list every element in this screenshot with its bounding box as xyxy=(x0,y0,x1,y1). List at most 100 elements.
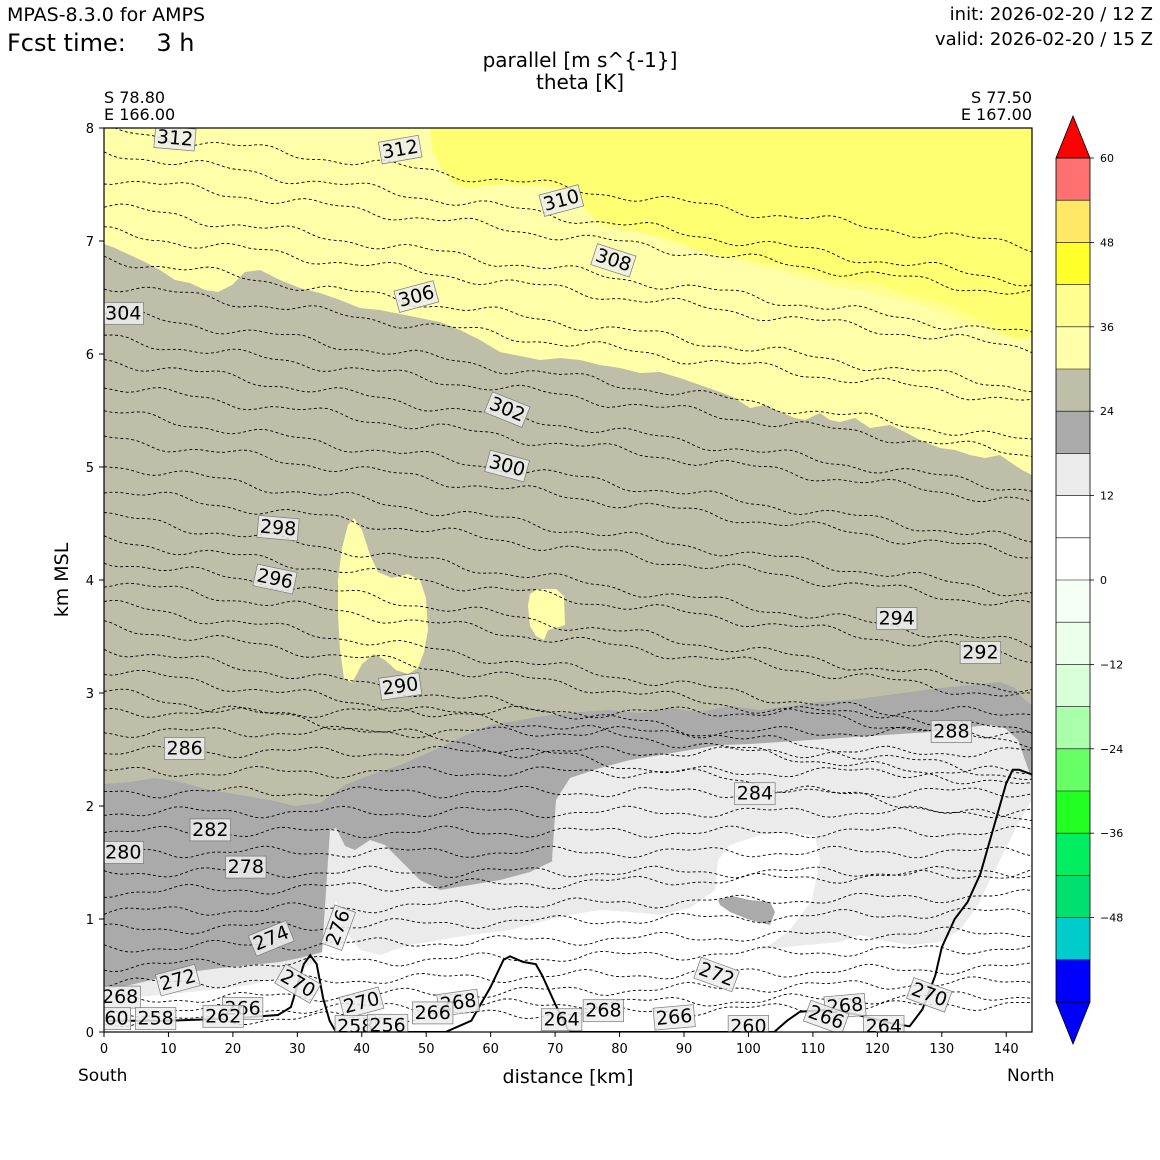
theta-label-box xyxy=(164,737,206,760)
theta-label-box xyxy=(320,904,356,951)
theta-label: 260 xyxy=(727,1015,770,1032)
theta-label: 264 xyxy=(540,1008,583,1032)
theta-contour-line xyxy=(104,309,1032,440)
plot-area: 312 3123103083063043023002982962942922902… xyxy=(104,126,1032,1038)
theta-label-box xyxy=(189,818,231,842)
theta-contour-line xyxy=(104,180,1032,295)
colorbar-tick-label: 12 xyxy=(1100,490,1114,503)
x-tick-label: 30 xyxy=(289,1042,306,1057)
theta-label: 260 xyxy=(104,1007,132,1030)
x-tick-label: 80 xyxy=(611,1042,628,1057)
theta-label-text: 304 xyxy=(105,303,141,325)
theta-label-box xyxy=(727,1015,770,1032)
theta-label-box xyxy=(155,963,201,997)
y-tick-label: 5 xyxy=(86,461,94,476)
theta-label-text: 292 xyxy=(962,642,998,664)
theta-label: 268 xyxy=(582,999,625,1023)
colorbar-bin xyxy=(1056,495,1090,539)
theta-label-text: 266 xyxy=(415,1002,451,1024)
theta-contour-line xyxy=(104,962,1032,989)
end-longitude: E 167.00 xyxy=(960,105,1032,124)
wind-fill-32-36 xyxy=(430,128,1032,340)
theta-label-box xyxy=(153,128,197,152)
theta-label-box xyxy=(377,134,423,165)
colorbar-bin xyxy=(1056,664,1090,707)
theta-contour-line xyxy=(104,889,1032,916)
theta-label: 268 xyxy=(104,985,141,1009)
theta-label: 266 xyxy=(802,999,850,1032)
theta-contour-line xyxy=(104,435,1032,559)
theta-label-text: 266 xyxy=(655,1005,693,1030)
theta-label-text: 298 xyxy=(259,516,297,541)
x-tick-label: 40 xyxy=(354,1042,371,1057)
theta-label-box xyxy=(734,782,776,806)
theta-label-box xyxy=(135,1007,177,1030)
end-latitude: S 77.50 xyxy=(970,88,1032,107)
colorbar-tick-label: 24 xyxy=(1100,405,1114,418)
colorbar-tick-label: 0 xyxy=(1100,574,1107,587)
x-tick-label: 70 xyxy=(547,1042,564,1057)
x-axis: 0 10 20 30 40 50 60 70 80 90 100 110 120 130 140 xyxy=(100,1032,1019,1057)
theta-label-box xyxy=(959,641,1002,664)
colorbar-bin xyxy=(1056,537,1090,581)
x-tick-label: 130 xyxy=(929,1042,954,1057)
theta-label: 292 xyxy=(959,641,1002,664)
colorbar-tick-label: −48 xyxy=(1100,912,1123,925)
colorbar-bin xyxy=(1056,875,1090,918)
colorbar-extend-min xyxy=(1055,1001,1091,1046)
colorbar-bin xyxy=(1056,833,1090,876)
theta-contour-line xyxy=(104,255,1032,393)
theta-contour-line xyxy=(104,908,1032,935)
chart-subtitle: theta [K] xyxy=(536,70,624,94)
north-end-label: North xyxy=(1007,1066,1055,1086)
theta-contour-line xyxy=(104,286,1032,401)
theta-label-box xyxy=(693,956,740,993)
init-time: init: 2026-02-20 / 12 Z xyxy=(949,4,1153,25)
theta-label-box xyxy=(876,607,918,630)
x-tick-label: 110 xyxy=(800,1042,825,1057)
theta-label: 304 xyxy=(104,302,144,325)
theta-contour-line xyxy=(104,203,1032,333)
theta-label: 298 xyxy=(256,515,300,542)
theta-label: 290 xyxy=(378,672,423,701)
theta-label-text: 282 xyxy=(192,819,228,841)
theta-label-box xyxy=(104,1007,132,1030)
theta-contour-line xyxy=(104,745,1032,759)
y-tick-label: 6 xyxy=(86,348,94,363)
theta-contour-line xyxy=(104,805,1032,819)
theta-label-box xyxy=(484,449,530,483)
colorbar-bin xyxy=(1056,326,1090,370)
theta-label-text: 264 xyxy=(866,1016,902,1038)
colorbar-tick-label: 48 xyxy=(1100,236,1114,249)
theta-label-text: 290 xyxy=(381,673,420,700)
theta-label-box xyxy=(256,515,300,542)
theta-label-box xyxy=(393,280,440,313)
forecast-time: Fcst time: 3 h xyxy=(7,29,195,57)
x-tick-label: 50 xyxy=(418,1042,435,1057)
colorbar-tick-label: 36 xyxy=(1100,321,1114,334)
colorbar-bin xyxy=(1056,200,1090,243)
theta-label: 312 xyxy=(377,134,423,165)
theta-label-box xyxy=(483,391,531,428)
theta-label-box xyxy=(538,184,585,217)
theta-contour-line xyxy=(104,535,1032,663)
start-longitude: E 166.00 xyxy=(104,105,176,124)
x-tick-label: 140 xyxy=(994,1042,1019,1057)
valid-time: valid: 2026-02-20 / 15 Z xyxy=(935,29,1153,50)
theta-contour-line xyxy=(104,669,1032,785)
theta-label-text: 262 xyxy=(205,1005,241,1027)
theta-label-box xyxy=(274,963,322,1004)
theta-label-text: 312 xyxy=(156,126,194,151)
theta-label-text: 280 xyxy=(105,842,141,864)
y-tick-label: 8 xyxy=(86,122,94,137)
y-tick-label: 0 xyxy=(86,1026,94,1041)
theta-label-box xyxy=(412,1001,454,1025)
theta-contour-line xyxy=(104,387,1032,502)
theta-label-box xyxy=(590,243,637,278)
theta-contour-line xyxy=(104,976,1032,1003)
theta-label-box xyxy=(906,977,953,1013)
colorbar-bin xyxy=(1056,917,1090,961)
theta-label-box xyxy=(863,1015,905,1032)
chart-title: parallel [m s^{-1}] xyxy=(482,48,678,72)
